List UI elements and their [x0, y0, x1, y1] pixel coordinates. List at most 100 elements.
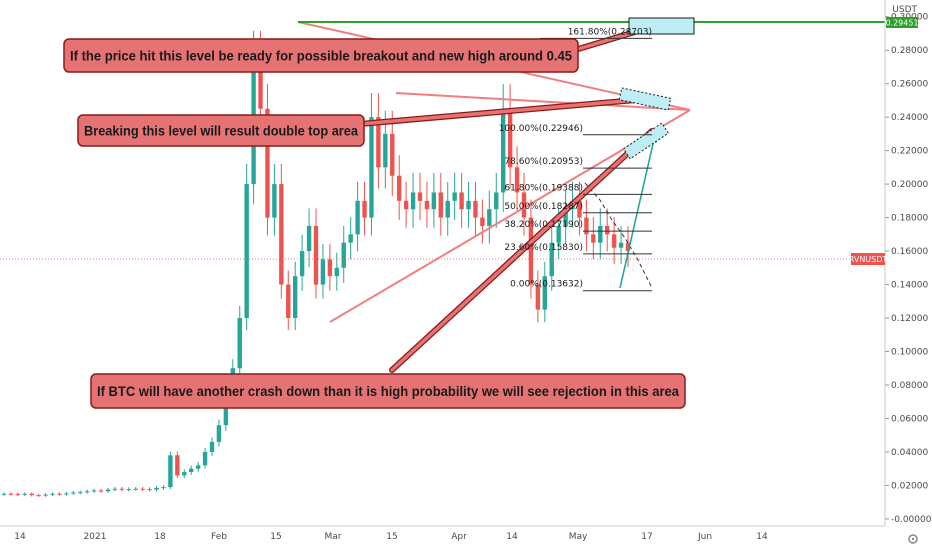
- fib-pct: 61.80%: [504, 183, 539, 193]
- candle-body: [480, 217, 485, 226]
- candle-body: [105, 489, 111, 492]
- annotation-text: Breaking this level will result double t…: [84, 123, 358, 139]
- price-axis[interactable]: 0.300000.280000.260000.240000.220000.200…: [849, 0, 932, 526]
- candle-body: [286, 284, 291, 319]
- price-tick-label: 0.20000: [891, 180, 928, 190]
- double-top-arrow-fill: [358, 97, 650, 126]
- candle-body: [209, 441, 215, 452]
- time-tick-label: 15: [270, 532, 281, 542]
- candle-body: [549, 242, 554, 277]
- fib-price: (0.28703): [608, 27, 652, 37]
- time-axis[interactable]: 14 2021 18 Feb 15 Mar 15 Apr 14 May 17 Jun 14: [0, 525, 885, 542]
- fib-level-label: 78.60%(0.20953): [504, 157, 583, 167]
- candle-body: [618, 242, 624, 248]
- price-tick-label: 0.04000: [891, 448, 928, 458]
- price-tick-label: 0.26000: [891, 80, 928, 90]
- annotation-callout: [77, 114, 365, 147]
- candle-body: [147, 489, 152, 491]
- candle-body: [397, 175, 402, 201]
- target-zone-top: [628, 17, 695, 35]
- time-tick-label: 14: [756, 532, 768, 542]
- candle-body: [521, 192, 527, 218]
- candle-body: [85, 491, 90, 493]
- candle-body: [369, 117, 374, 218]
- price-tick-label: 0.16000: [891, 247, 928, 257]
- price-tick-label: 0.02000: [891, 481, 928, 491]
- fib-level-label: 161.80%(0.28703): [568, 27, 652, 37]
- time-tick-label: Feb: [211, 532, 227, 542]
- candle-body: [237, 318, 242, 369]
- time-tick-label: 14: [14, 532, 26, 542]
- candle-body: [327, 259, 333, 277]
- candle-body: [195, 465, 201, 469]
- price-tick-label: -0.00000: [891, 515, 932, 525]
- fib-pct: 100.00%: [499, 124, 539, 134]
- price-tick-label: 0.12000: [891, 314, 928, 324]
- candle-body: [98, 490, 104, 492]
- candle-body: [452, 192, 457, 201]
- price-tick-label: 0.08000: [891, 381, 928, 391]
- candle-body: [334, 267, 339, 277]
- candle-body: [410, 192, 416, 210]
- candle-body: [625, 242, 631, 252]
- last-price-badge: 0.29451: [885, 17, 919, 28]
- candle-body: [431, 192, 437, 210]
- candle-body: [50, 493, 55, 495]
- candle-body: [487, 209, 492, 226]
- candle-body: [459, 192, 464, 210]
- candle-body: [383, 133, 388, 168]
- fib-level-label: 38.20%(0.17190): [504, 220, 583, 230]
- candle-body: [182, 472, 187, 476]
- time-tick-label: Jun: [697, 532, 712, 542]
- candle-body: [223, 398, 229, 426]
- triangle-top-line: [395, 92, 691, 111]
- fib-pct: 161.80%: [568, 27, 608, 37]
- annotation-callout: [90, 373, 686, 409]
- candle-body: [78, 492, 83, 494]
- candle-body: [535, 284, 541, 310]
- drawings: [297, 17, 885, 373]
- price-tick-label: 0.06000: [891, 414, 928, 424]
- candle-body: [175, 455, 180, 476]
- candle-body: [258, 58, 263, 109]
- candle-body: [417, 192, 423, 201]
- candle-body: [126, 489, 131, 491]
- symbol-badge: RVNUSDT: [849, 253, 888, 265]
- candle-body: [355, 200, 360, 235]
- candle-body: [265, 108, 270, 218]
- projection-path-up: [619, 134, 656, 289]
- time-tick-label: 14: [506, 532, 518, 542]
- projection-path-down: [584, 182, 653, 289]
- fib-level-label: 61.80%(0.19388): [504, 183, 583, 193]
- svg-text:RVNUSDT: RVNUSDT: [849, 255, 888, 264]
- fib-pct: 38.20%: [504, 220, 539, 230]
- candle-body: [341, 242, 346, 268]
- annotation-callout: [63, 38, 579, 73]
- candle-body: [501, 108, 506, 193]
- candle-body: [202, 451, 208, 466]
- candle-body: [584, 217, 589, 235]
- candle-body: [161, 487, 166, 489]
- candle-body: [244, 184, 249, 319]
- settings-icon[interactable]: [908, 534, 918, 544]
- candle-body: [216, 425, 222, 442]
- time-tick-label: 17: [641, 532, 652, 542]
- annotation-text: If the price hit this level be ready for…: [70, 48, 572, 64]
- candle-body: [133, 488, 138, 490]
- fib-price: (0.17190): [539, 220, 583, 230]
- candle-body: [22, 493, 27, 495]
- candle-body: [36, 495, 41, 497]
- time-tick-label: Mar: [325, 532, 342, 542]
- candle-body: [293, 276, 298, 319]
- candle-body: [528, 217, 534, 285]
- candle-body: [362, 200, 367, 218]
- fib-pct: 0.00%: [510, 280, 539, 290]
- candle-body: [1, 493, 7, 495]
- price-tick-label: 0.22000: [891, 147, 928, 157]
- fib-price: (0.13632): [539, 280, 583, 290]
- candle-body: [473, 200, 478, 218]
- svg-text:0.29451: 0.29451: [885, 19, 918, 28]
- candle-body: [29, 493, 34, 496]
- price-axis-ticks: 0.300000.280000.260000.240000.220000.200…: [885, 13, 932, 525]
